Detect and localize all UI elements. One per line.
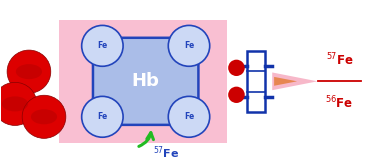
Ellipse shape	[168, 96, 210, 137]
Ellipse shape	[22, 95, 66, 138]
Ellipse shape	[82, 96, 123, 137]
Text: Fe: Fe	[97, 112, 107, 121]
Text: $^{57}$Fe: $^{57}$Fe	[153, 145, 180, 161]
Ellipse shape	[82, 25, 123, 66]
Text: Fe: Fe	[184, 41, 194, 50]
Ellipse shape	[168, 25, 210, 66]
Text: Hb: Hb	[132, 72, 160, 90]
Ellipse shape	[16, 64, 42, 79]
Text: $^{56}$Fe: $^{56}$Fe	[325, 95, 354, 111]
Text: Fe: Fe	[97, 41, 107, 50]
Text: Fe: Fe	[184, 112, 194, 121]
Text: $^{57}$Fe: $^{57}$Fe	[326, 51, 353, 68]
Polygon shape	[272, 72, 318, 90]
Polygon shape	[274, 77, 297, 86]
Polygon shape	[59, 20, 227, 143]
Ellipse shape	[31, 109, 57, 124]
FancyBboxPatch shape	[93, 38, 198, 125]
Ellipse shape	[2, 96, 28, 112]
Ellipse shape	[0, 82, 37, 125]
Ellipse shape	[228, 87, 245, 103]
Bar	[247, 51, 265, 112]
Ellipse shape	[228, 60, 245, 76]
Ellipse shape	[7, 50, 51, 93]
